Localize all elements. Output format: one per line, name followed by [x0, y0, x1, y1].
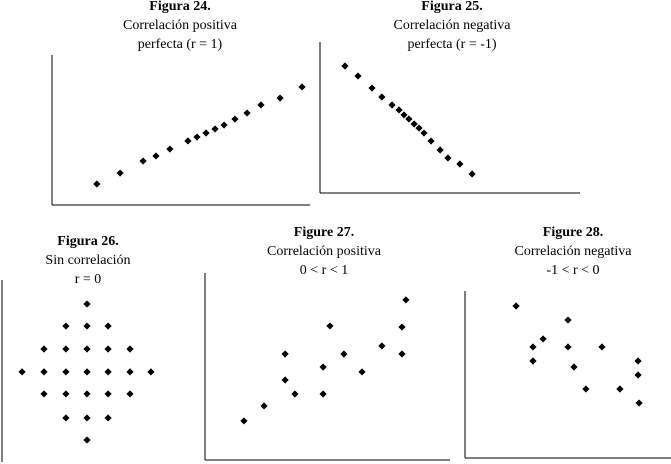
point — [18, 368, 26, 376]
point — [147, 368, 155, 376]
point — [104, 390, 112, 398]
point — [468, 170, 476, 178]
point — [40, 368, 48, 376]
point — [166, 145, 174, 153]
point — [104, 368, 112, 376]
point — [378, 342, 386, 350]
point — [83, 390, 91, 398]
point — [598, 343, 606, 351]
point — [564, 316, 572, 324]
point — [139, 157, 147, 165]
point — [368, 84, 376, 92]
point — [202, 129, 210, 137]
point — [193, 133, 201, 141]
point — [415, 124, 423, 132]
point — [420, 129, 428, 137]
chart-subtitle: Correlación positiva — [123, 18, 238, 33]
chart-subtitle: Sin correlación — [45, 253, 130, 268]
point — [456, 160, 464, 168]
chart-subtitle: Correlación negativa — [514, 244, 632, 259]
point — [319, 390, 327, 398]
point — [62, 322, 70, 330]
point — [93, 180, 101, 188]
point — [281, 376, 289, 384]
point — [378, 93, 386, 101]
chart-subtitle: Correlación positiva — [267, 244, 382, 259]
point — [260, 402, 268, 410]
chart-subtitle: Correlación negativa — [393, 18, 511, 33]
point — [83, 436, 91, 444]
point — [358, 368, 366, 376]
chart-title: Figura 24. — [149, 0, 210, 14]
point — [62, 390, 70, 398]
point — [231, 115, 239, 123]
point — [104, 345, 112, 353]
point — [341, 62, 349, 70]
point — [62, 414, 70, 422]
point — [326, 322, 334, 330]
chart-title: Figure 28. — [543, 225, 603, 240]
chart-subtitle: -1 < r < 0 — [546, 263, 599, 278]
point — [126, 345, 134, 353]
point — [104, 414, 112, 422]
point — [83, 322, 91, 330]
point — [126, 390, 134, 398]
point — [116, 169, 124, 177]
point — [398, 350, 406, 358]
point — [400, 111, 408, 119]
point — [276, 94, 284, 102]
point — [529, 357, 537, 365]
chart-subtitle: r = 0 — [75, 272, 102, 287]
point — [83, 345, 91, 353]
point — [402, 296, 410, 304]
point — [512, 302, 520, 310]
point — [354, 72, 362, 80]
point — [634, 357, 642, 365]
point — [564, 343, 572, 351]
point — [427, 137, 435, 145]
point — [83, 368, 91, 376]
point — [634, 371, 642, 379]
point — [395, 106, 403, 114]
point — [257, 101, 265, 109]
point — [243, 109, 251, 117]
point — [211, 125, 219, 133]
point — [40, 390, 48, 398]
point — [319, 363, 327, 371]
point — [40, 345, 48, 353]
point — [152, 152, 160, 160]
point — [635, 399, 643, 407]
point — [388, 101, 396, 109]
point — [616, 385, 624, 393]
chart-subtitle: perfecta (r = -1) — [407, 37, 496, 52]
point — [291, 390, 299, 398]
point — [220, 121, 228, 129]
chart-subtitle: perfecta (r = 1) — [138, 37, 223, 52]
point — [126, 368, 134, 376]
point — [405, 115, 413, 123]
point — [298, 83, 306, 91]
point — [240, 417, 248, 425]
point — [62, 345, 70, 353]
chart-title: Figura 25. — [421, 0, 482, 14]
point — [83, 414, 91, 422]
point — [529, 343, 537, 351]
point — [570, 363, 578, 371]
point — [436, 146, 444, 154]
point — [62, 368, 70, 376]
point — [104, 322, 112, 330]
point — [582, 385, 590, 393]
point — [281, 350, 289, 358]
point — [444, 154, 452, 162]
point — [410, 120, 418, 128]
chart-title: Figura 26. — [57, 234, 118, 249]
point — [340, 350, 348, 358]
point — [539, 335, 547, 343]
point — [83, 300, 91, 308]
point — [184, 137, 192, 145]
chart-title: Figure 27. — [294, 225, 354, 240]
point — [398, 323, 406, 331]
chart-subtitle: 0 < r < 1 — [300, 263, 348, 278]
